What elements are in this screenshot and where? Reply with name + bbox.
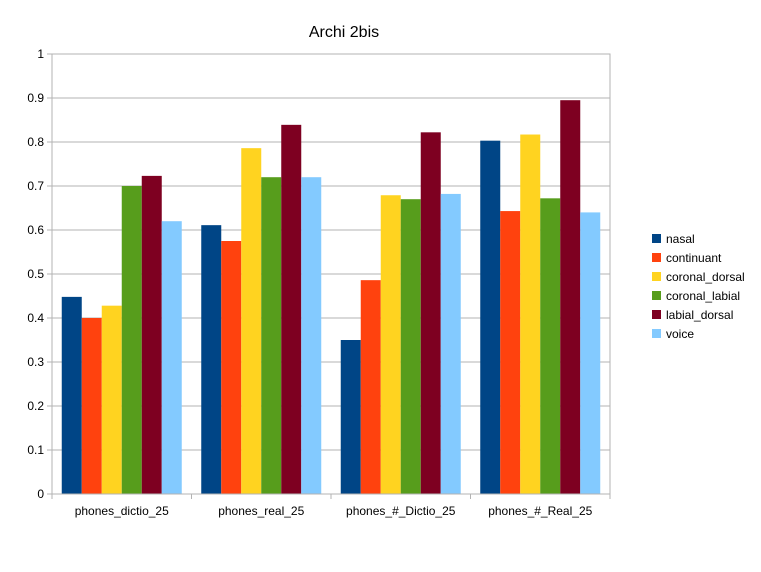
y-tick-label: 0.4: [27, 311, 44, 325]
bar-coronal_labial-0: [121, 186, 142, 494]
legend-swatch-labial_dorsal: [652, 310, 661, 319]
x-tick-label: phones_#_Real_25: [488, 504, 592, 518]
legend-swatch-continuant: [652, 253, 661, 262]
y-tick-label: 0: [37, 487, 44, 501]
legend-swatch-nasal: [652, 234, 661, 243]
bar-continuant-1: [221, 241, 242, 494]
bar-voice-1: [301, 177, 322, 494]
bar-labial_dorsal-3: [560, 100, 581, 494]
bar-voice-3: [580, 212, 601, 494]
x-tick-label: phones_dictio_25: [75, 504, 169, 518]
bar-labial_dorsal-2: [420, 132, 441, 494]
bar-continuant-0: [81, 318, 102, 494]
bar-nasal-2: [340, 340, 361, 494]
bar-nasal-1: [201, 225, 222, 494]
y-tick-label: 0.6: [27, 223, 44, 237]
bar-coronal_labial-3: [540, 198, 561, 494]
chart-title: Archi 2bis: [309, 24, 379, 41]
legend-label-coronal_labial: coronal_labial: [666, 289, 740, 303]
bar-voice-0: [161, 221, 182, 494]
y-tick-label: 0.7: [27, 179, 44, 193]
legend-label-nasal: nasal: [666, 232, 695, 246]
y-tick-label: 0.3: [27, 355, 44, 369]
x-tick-label: phones_#_Dictio_25: [346, 504, 456, 518]
bar-coronal_dorsal-0: [101, 305, 122, 494]
legend-label-continuant: continuant: [666, 251, 722, 265]
legend-label-labial_dorsal: labial_dorsal: [666, 308, 733, 322]
y-tick-label: 0.9: [27, 91, 44, 105]
y-tick-label: 0.5: [27, 267, 44, 281]
bar-coronal_dorsal-2: [380, 195, 401, 495]
legend-swatch-coronal_labial: [652, 291, 661, 300]
legend-label-voice: voice: [666, 327, 694, 341]
bar-nasal-3: [480, 140, 501, 494]
bar-coronal_labial-1: [261, 177, 282, 494]
bar-voice-2: [440, 193, 461, 495]
bar-continuant-2: [360, 280, 381, 494]
bar-labial_dorsal-1: [281, 124, 302, 494]
y-tick-label: 0.2: [27, 399, 44, 413]
bar-nasal-0: [61, 296, 82, 494]
bar-continuant-3: [500, 211, 521, 494]
y-tick-label: 1: [37, 47, 44, 61]
y-tick-label: 0.1: [27, 443, 44, 457]
bar-coronal_labial-2: [400, 199, 421, 494]
bar-coronal_dorsal-3: [520, 134, 541, 494]
legend-label-coronal_dorsal: coronal_dorsal: [666, 270, 745, 284]
bar-coronal_dorsal-1: [241, 148, 262, 494]
bar-labial_dorsal-0: [141, 175, 162, 494]
x-tick-label: phones_real_25: [218, 504, 304, 518]
legend-swatch-coronal_dorsal: [652, 272, 661, 281]
y-tick-label: 0.8: [27, 135, 44, 149]
legend-swatch-voice: [652, 329, 661, 338]
